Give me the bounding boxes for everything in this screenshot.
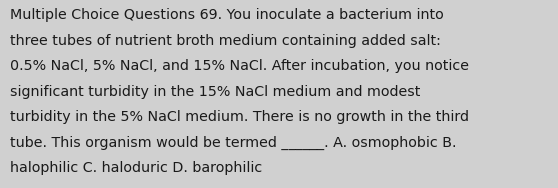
Text: turbidity in the 5% NaCl medium. There is no growth in the third: turbidity in the 5% NaCl medium. There i… xyxy=(10,110,469,124)
Text: Multiple Choice Questions 69. You inoculate a bacterium into: Multiple Choice Questions 69. You inocul… xyxy=(10,8,444,22)
Text: halophilic C. haloduric D. barophilic: halophilic C. haloduric D. barophilic xyxy=(10,161,262,175)
Text: significant turbidity in the 15% NaCl medium and modest: significant turbidity in the 15% NaCl me… xyxy=(10,85,420,99)
Text: tube. This organism would be termed ______. A. osmophobic B.: tube. This organism would be termed ____… xyxy=(10,135,456,149)
Text: 0.5% NaCl, 5% NaCl, and 15% NaCl. After incubation, you notice: 0.5% NaCl, 5% NaCl, and 15% NaCl. After … xyxy=(10,59,469,73)
Text: three tubes of nutrient broth medium containing added salt:: three tubes of nutrient broth medium con… xyxy=(10,34,441,48)
